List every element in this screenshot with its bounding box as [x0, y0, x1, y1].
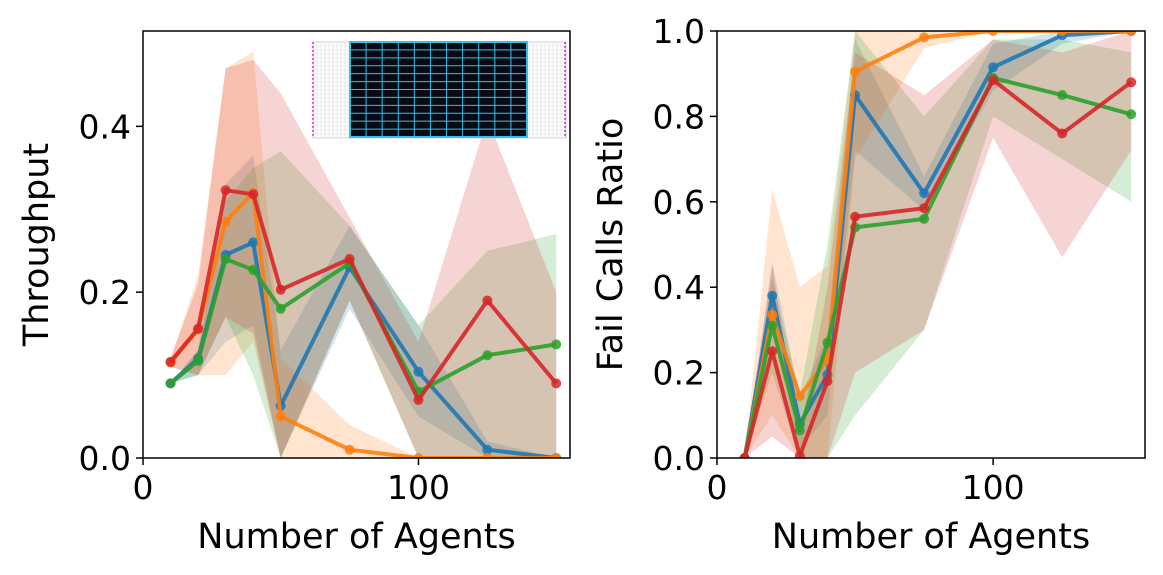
- orange-data-point: [767, 309, 778, 320]
- red-data-point: [850, 211, 861, 222]
- red-data-point: [822, 376, 833, 387]
- fail-calls-panel: 0.0 0.2 0.4 0.6 0.8 1.0 0 100 Number of Agents Fa…: [591, 12, 1146, 557]
- y-tick-label: 0.4: [653, 268, 705, 307]
- blue-data-point: [988, 62, 999, 73]
- orange-data-point: [551, 453, 562, 458]
- green-data-point: [1126, 109, 1137, 120]
- orange-data-point: [344, 444, 355, 455]
- x-axis-label: Number of Agents: [772, 517, 1090, 557]
- green-data-point: [822, 337, 833, 348]
- red-data-point: [551, 378, 562, 389]
- x-tick-label: 0: [133, 468, 154, 507]
- red-data-point: [165, 356, 176, 367]
- red-data-point: [919, 203, 930, 214]
- blue-data-point: [248, 237, 259, 248]
- plot-area: [165, 51, 562, 458]
- green-confidence-band: [744, 31, 1132, 458]
- y-tick-label: 0.0: [653, 439, 705, 478]
- orange-data-point: [1057, 31, 1068, 36]
- red-data-point: [1126, 77, 1137, 88]
- blue-data-point: [767, 290, 778, 301]
- y-tick-label: 0.2: [79, 273, 131, 312]
- red-data-point: [344, 254, 355, 265]
- orange-data-point: [919, 32, 930, 43]
- orange-data-point: [275, 411, 286, 422]
- red-confidence-band: [170, 60, 557, 458]
- green-data-point: [275, 303, 286, 314]
- orange-data-point: [850, 66, 861, 77]
- red-data-point: [1057, 128, 1068, 139]
- red-data-point: [275, 284, 286, 295]
- x-axis-label: Number of Agents: [197, 517, 515, 557]
- blue-data-point: [482, 444, 493, 455]
- blue-confidence-band: [170, 155, 557, 458]
- orange-data-point: [794, 391, 805, 402]
- orange-confidence-band: [744, 31, 1132, 458]
- green-data-point: [794, 425, 805, 436]
- red-data-point: [220, 185, 231, 196]
- green-data-point: [1057, 90, 1068, 101]
- green-data-point: [165, 378, 176, 389]
- green-data-point: [767, 320, 778, 331]
- green-data-point: [551, 339, 562, 350]
- red-data-point: [482, 295, 493, 306]
- green-data-point: [220, 254, 231, 265]
- red-data-point: [767, 346, 778, 357]
- green-confidence-band: [170, 151, 557, 458]
- y-tick-label: 0.8: [653, 97, 705, 136]
- axes-frame: [716, 30, 1146, 459]
- y-tick-label: 0.6: [653, 183, 705, 222]
- y-tick-label: 0.4: [79, 107, 131, 146]
- red-data-point: [413, 394, 424, 405]
- blue-data-point: [413, 366, 424, 377]
- axes-frame: [142, 30, 571, 459]
- red-data-point: [193, 323, 204, 334]
- y-axis-label: Throughput: [17, 143, 57, 347]
- red-confidence-band: [744, 31, 1132, 458]
- blue-data-point: [919, 188, 930, 199]
- red-data-point: [794, 450, 805, 458]
- y-axis-label: Fail Calls Ratio: [591, 118, 631, 372]
- throughput-panel: 0.0 0.2 0.4 0 100 Number of Agents Throughput: [17, 30, 571, 557]
- x-tick-label: 0: [707, 468, 728, 507]
- red-data-point: [988, 75, 999, 86]
- y-tick-label: 1.0: [653, 12, 705, 51]
- green-data-point: [482, 350, 493, 361]
- orange-data-point: [988, 31, 999, 36]
- y-tick-label: 0.0: [79, 439, 131, 478]
- orange-confidence-band: [170, 51, 557, 458]
- x-tick-label: 100: [387, 468, 450, 507]
- green-data-point: [193, 355, 204, 366]
- orange-data-point: [220, 216, 231, 227]
- plot-area: [739, 31, 1137, 458]
- red-data-point: [248, 189, 259, 200]
- orange-data-point: [413, 453, 424, 458]
- green-data-point: [248, 264, 259, 275]
- green-data-point: [919, 213, 930, 224]
- x-tick-label: 100: [962, 468, 1025, 507]
- orange-data-point: [1126, 31, 1137, 36]
- y-tick-label: 0.2: [653, 354, 705, 393]
- warehouse-map-inset: [312, 41, 567, 139]
- red-data-point: [739, 453, 750, 458]
- orange-data-point: [482, 453, 493, 458]
